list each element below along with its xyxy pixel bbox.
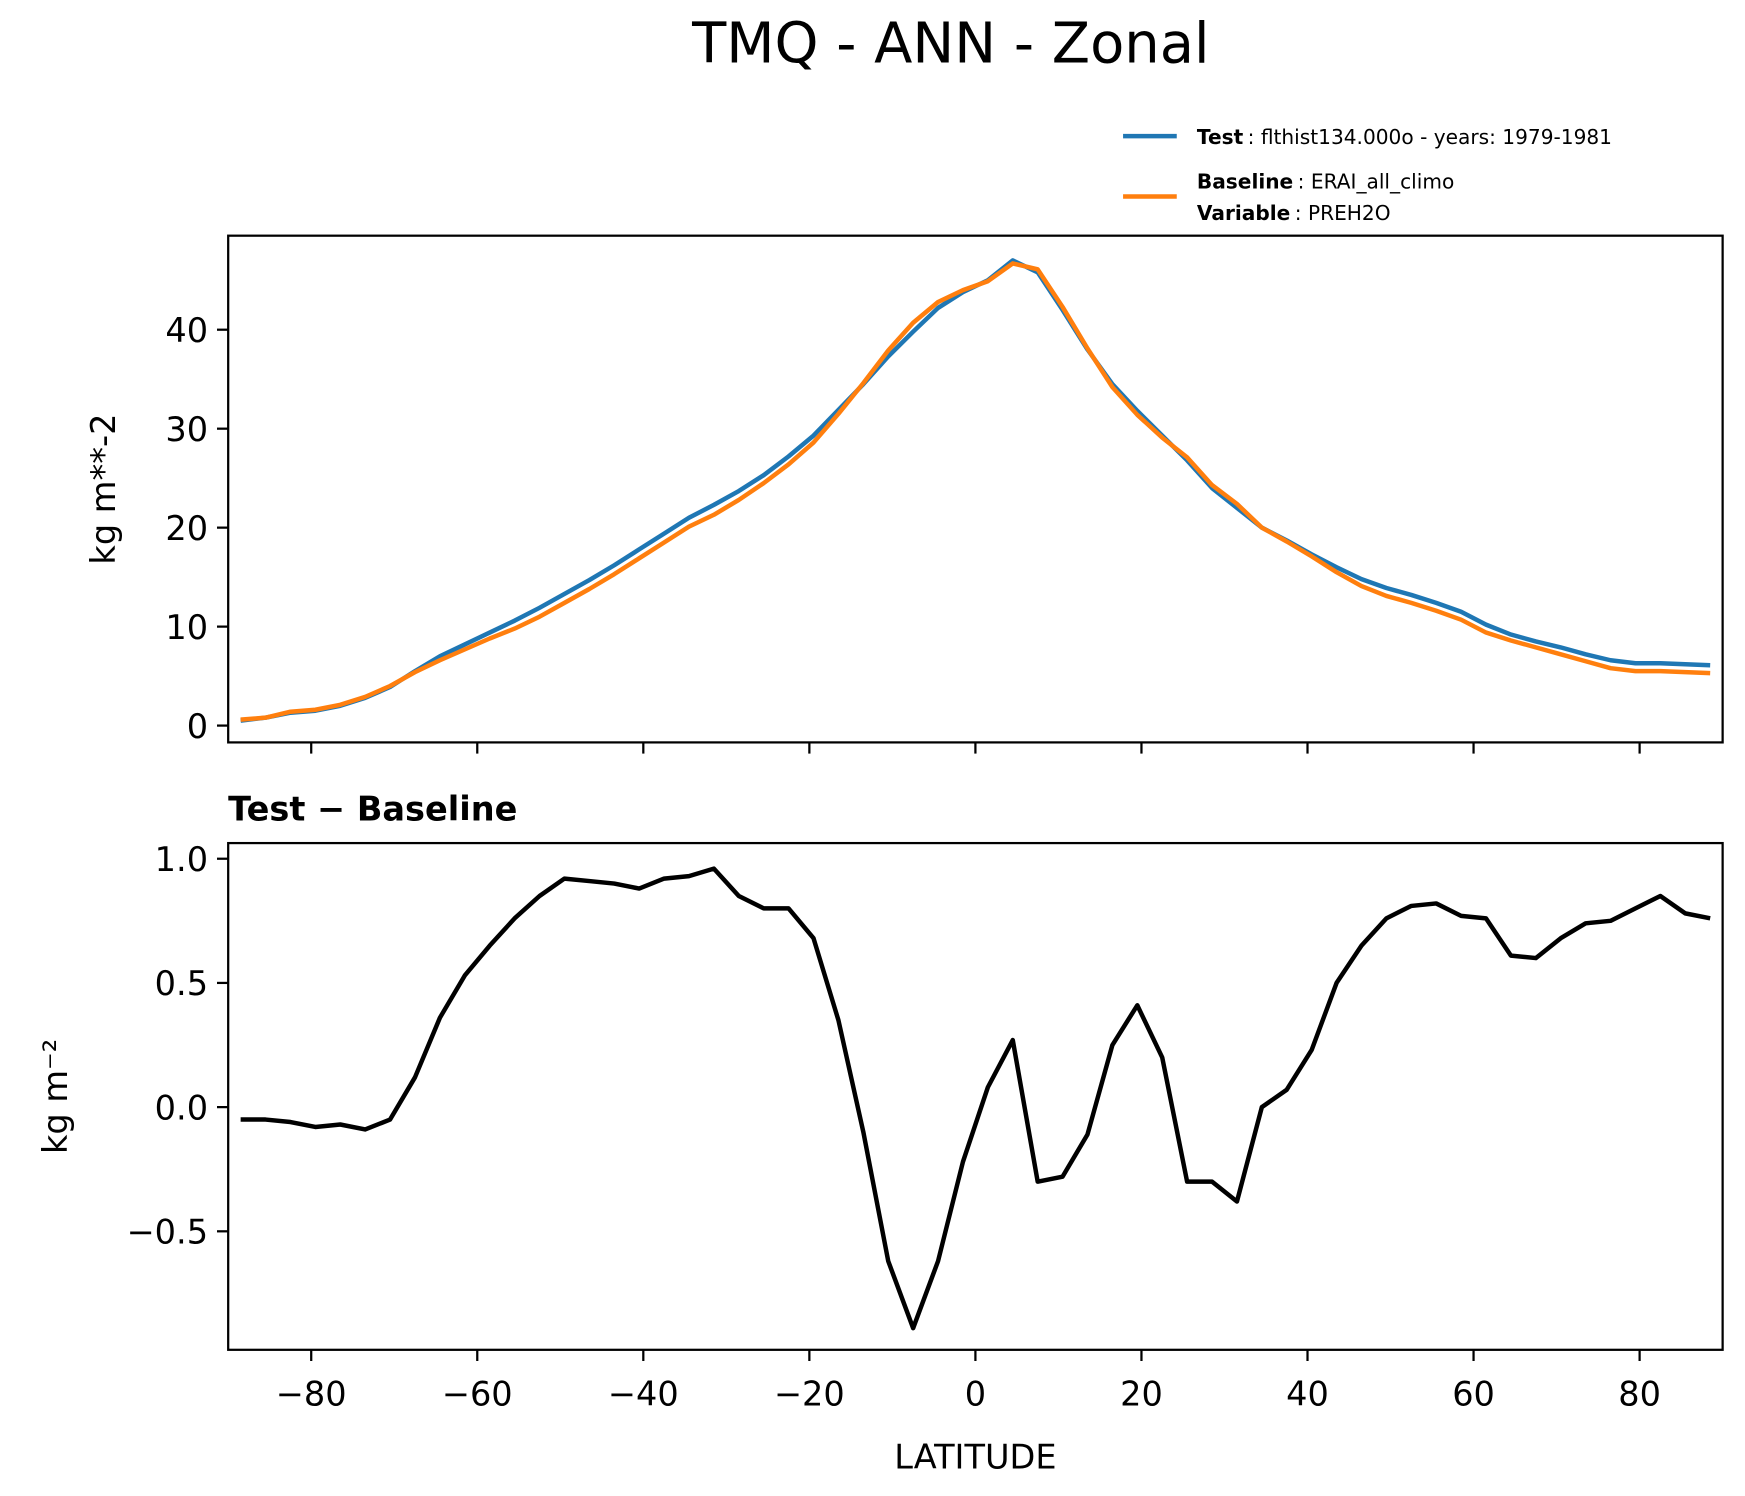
y-tick-label: 30 [165,410,208,449]
panel-title: Test − Baseline [228,790,517,829]
y-axis-label: kg m⁻² [36,1039,75,1154]
legend-name: Baseline [1197,170,1293,194]
legend-entry: Test: flthist134.000o - years: 1979-1981 [1197,125,1612,149]
y-tick-label: 40 [165,311,208,350]
x-tick-label: −40 [608,1375,679,1414]
y-tick-label: 1.0 [155,840,208,879]
y-tick-label: 0.0 [155,1088,208,1127]
x-tick-label: 60 [1452,1375,1495,1414]
y-axis-label: kg m**-2 [84,414,123,565]
legend-name: Test [1197,125,1244,149]
figure-title: TMQ - ANN - Zonal [691,11,1209,76]
legend-detail: : flthist134.000o - years: 1979-1981 [1248,125,1612,149]
x-tick-label: 80 [1618,1375,1661,1414]
x-tick-label: −80 [276,1375,347,1414]
x-tick-label: 0 [965,1375,986,1414]
data-line [240,261,1711,722]
plot-frame [227,841,1724,1351]
x-tick-label: 40 [1286,1375,1329,1414]
y-tick-label: −0.5 [127,1213,208,1252]
legend-detail: : PREH2O [1295,201,1391,225]
legend-entry: Variable: PREH2O [1197,201,1391,225]
x-tick-label: 20 [1120,1375,1163,1414]
y-tick-label: 20 [165,509,208,548]
y-tick-label: 0 [187,707,208,746]
x-tick-label: −20 [774,1375,845,1414]
x-tick-label: −60 [442,1375,513,1414]
data-line [240,866,1711,1331]
legend-name: Variable [1197,201,1290,225]
x-axis-label: LATITUDE [894,1437,1056,1476]
plot-frame [227,234,1724,744]
legend-detail: : ERAI_all_climo [1298,170,1455,194]
y-tick-label: 0.5 [155,964,208,1003]
legend-entry: Baseline: ERAI_all_climo [1197,170,1454,194]
y-tick-label: 10 [165,608,208,647]
